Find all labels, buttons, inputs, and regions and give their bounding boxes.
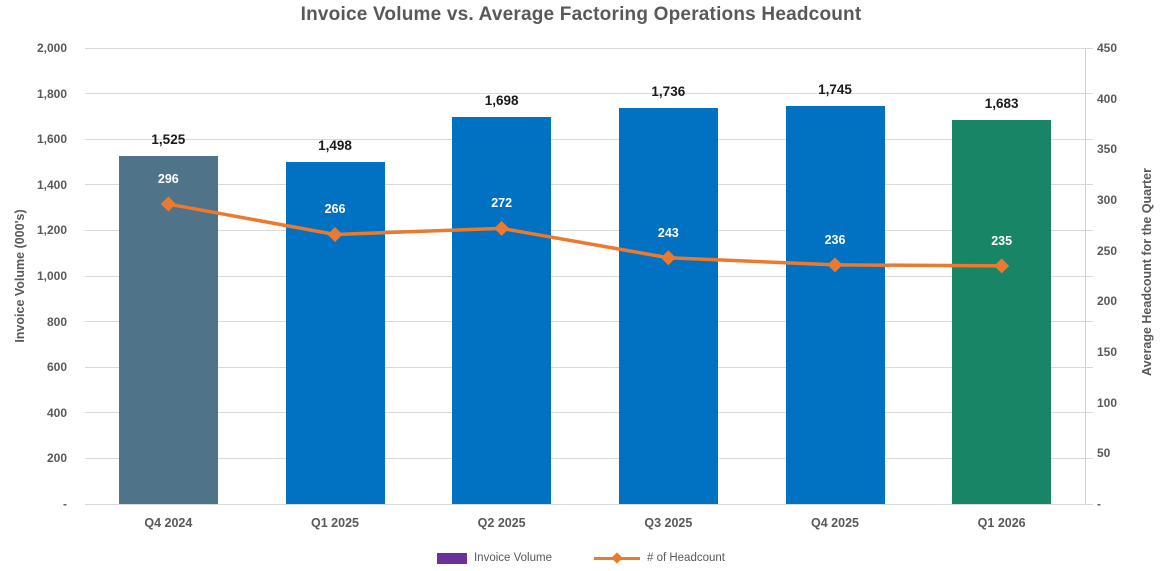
diamond-marker-icon [611,552,623,564]
right-axis-tick-label: 150 [1097,345,1118,359]
headcount-value-label: 272 [491,196,513,211]
right-axis-tick [1085,457,1093,459]
bar-value-label: 1,698 [484,92,519,108]
gridline [85,229,1085,231]
bar-q3-2025 [618,108,718,504]
right-axis-tick-label: 350 [1097,142,1118,157]
headcount-value-label: 243 [657,225,679,240]
gridline [85,321,1085,323]
bar-value-label: 1,498 [318,138,352,154]
gridline [85,366,1085,368]
x-axis-label: Q4 2025 [811,516,859,530]
right-axis-tick [1085,184,1093,186]
x-axis-label: Q2 2025 [477,516,526,530]
right-axis-tick [1085,138,1093,140]
left-axis-tick-label: 200 [46,451,67,466]
left-axis-tick-label: 1,000 [36,269,67,283]
diamond-marker-icon [327,226,343,242]
plot-area: 1,525 1,498 1,698 1,736 1,745 1,683 296 266 272 2… [85,47,1093,505]
headcount-line-series [160,196,1010,274]
x-axis-label: Q1 2025 [311,516,359,530]
x-axis-label: Q3 2025 [644,516,693,530]
gridline [85,138,1085,140]
legend: Invoice Volume # of Headcount [0,549,1162,567]
right-axis-tick-label: 300 [1097,193,1118,207]
headcount-value-label: 235 [991,233,1013,248]
legend-label-headcount: # of Headcount [646,552,725,564]
legend-item-invoice-volume: Invoice Volume [436,552,552,564]
left-axis-tick-label: 600 [46,360,67,375]
chart-title: Invoice Volume vs. Average Factoring Ope… [300,4,862,25]
diamond-marker-icon [160,196,176,212]
right-axis-tick [1085,93,1093,95]
right-axis-tick-label: - [1097,497,1101,511]
x-axis-label: Q1 2026 [977,516,1026,530]
headcount-line [168,202,1002,268]
right-axis-tick-label: 200 [1097,294,1118,309]
left-axis-tick-label: 400 [46,405,67,420]
right-axis-tick-label: 250 [1097,243,1118,258]
bar-q2-2025 [452,116,552,504]
bar-value-label: 1,736 [651,84,686,100]
right-axis-line [1085,48,1086,504]
gridline [85,184,1085,186]
right-axis-tick [1085,412,1093,414]
right-axis-tick [1085,47,1093,49]
gridline [85,412,1085,414]
left-axis-tick-label: 1,800 [36,86,67,101]
diamond-marker-icon [660,250,676,266]
bar-q4-2025 [785,106,885,504]
right-axis-tick [1085,503,1093,505]
left-axis-tick-label: 800 [46,314,67,329]
bar-value-label: 1,525 [151,132,186,148]
gridline [85,457,1085,459]
diamond-marker-icon [494,220,510,236]
bar-q1-2026 [952,120,1052,504]
bar-value-label: 1,745 [818,82,852,98]
right-axis-tick-label: 50 [1097,446,1111,461]
right-axis-tick [1085,275,1093,277]
gridline [85,47,1085,49]
gridline [85,503,1085,505]
legend-label-invoice-volume: Invoice Volume [473,552,552,564]
diamond-marker-icon [994,258,1010,274]
headcount-value-label: 236 [824,232,846,247]
invoice-volume-swatch-icon [436,552,467,564]
gridline [85,93,1085,95]
diamond-marker-icon [827,257,843,273]
bar-value-label: 1,683 [984,96,1019,112]
bar-q4-2024 [118,156,218,504]
left-axis-tick-label: 1,600 [36,132,67,147]
right-axis-tick [1085,321,1093,323]
gridline [85,275,1085,277]
left-axis-tick-label: 1,200 [36,223,67,238]
left-axis-tick-label: 2,000 [36,41,67,55]
headcount-value-label: 296 [157,172,179,187]
legend-item-headcount: # of Headcount [593,552,725,564]
right-axis-tick [1085,229,1093,231]
right-axis-tick [1085,366,1093,368]
right-axis-tick-label: 450 [1097,41,1118,55]
headcount-value-label: 266 [324,202,346,217]
x-axis-label: Q4 2024 [144,516,193,530]
headcount-line-swatch-icon [593,552,640,564]
left-axis-tick-label: - [63,497,67,511]
left-axis-tick-label: 1,400 [36,177,67,192]
right-axis-tick-label: 100 [1097,395,1118,410]
bar-q1-2025 [285,162,385,504]
right-axis-tick-label: 400 [1097,91,1118,106]
